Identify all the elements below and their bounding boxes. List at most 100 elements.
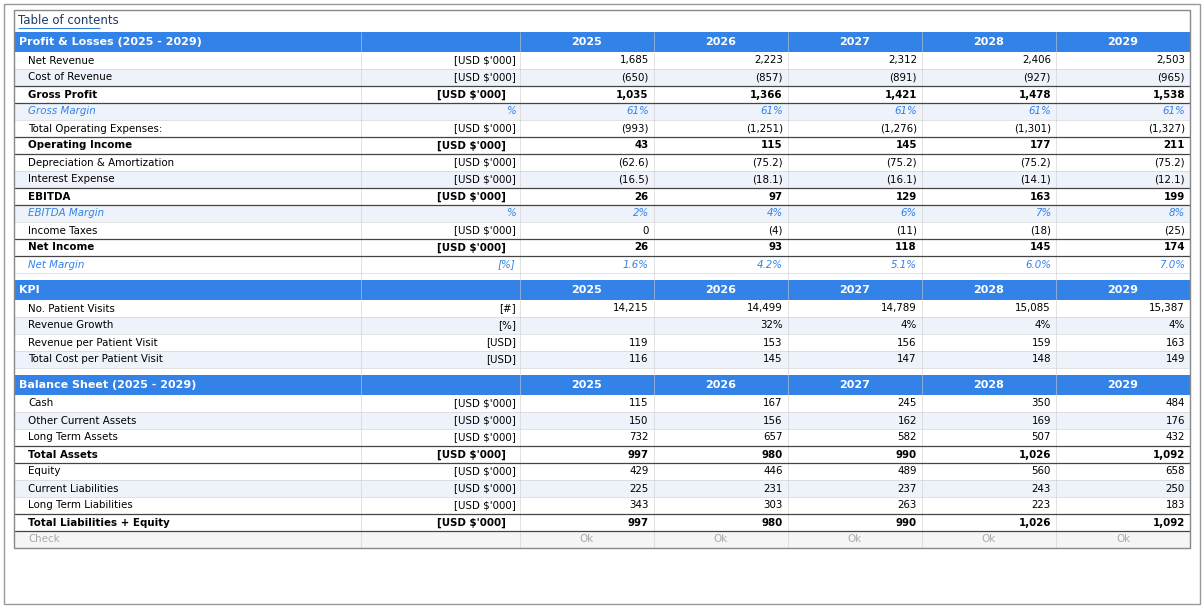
Text: 199: 199 [1164, 192, 1185, 201]
Text: [USD $'000]: [USD $'000] [437, 449, 506, 460]
Text: 2,406: 2,406 [1022, 55, 1051, 66]
Text: 4%: 4% [1169, 320, 1185, 331]
Text: 2028: 2028 [974, 285, 1004, 295]
Text: [USD $'000]: [USD $'000] [454, 466, 515, 477]
Text: Net Margin: Net Margin [28, 260, 84, 269]
Text: 61%: 61% [1162, 106, 1185, 117]
Text: [USD $'000]: [USD $'000] [437, 517, 506, 528]
Text: [USD $'000]: [USD $'000] [437, 243, 506, 253]
Bar [14, 531, 1190, 548]
Text: 990: 990 [896, 449, 917, 460]
Bar [14, 69, 1190, 86]
Text: Ok: Ok [848, 534, 862, 545]
Text: 97: 97 [768, 192, 783, 201]
Text: Total Cost per Patient Visit: Total Cost per Patient Visit [28, 354, 163, 365]
Text: 163: 163 [1029, 192, 1051, 201]
Text: (18): (18) [1029, 226, 1051, 235]
Text: 980: 980 [762, 517, 783, 528]
Text: 2026: 2026 [706, 37, 737, 47]
Text: 2%: 2% [632, 209, 649, 218]
Text: (14.1): (14.1) [1020, 174, 1051, 184]
Text: [USD]: [USD] [485, 354, 515, 365]
Text: 156: 156 [763, 415, 783, 426]
Text: Net Revenue: Net Revenue [28, 55, 94, 66]
Bar [14, 222, 1190, 239]
Text: Other Current Assets: Other Current Assets [28, 415, 136, 426]
Text: (75.2): (75.2) [886, 157, 917, 167]
Bar [14, 463, 1190, 480]
Text: Ok: Ok [579, 534, 594, 545]
Text: 4.2%: 4.2% [757, 260, 783, 269]
Text: (1,327): (1,327) [1147, 123, 1185, 134]
Text: Long Term Liabilities: Long Term Liabilities [28, 500, 132, 511]
Text: Balance Sheet (2025 - 2029): Balance Sheet (2025 - 2029) [19, 380, 196, 390]
Text: 1,092: 1,092 [1152, 517, 1185, 528]
Text: (965): (965) [1157, 72, 1185, 83]
Text: 26: 26 [635, 243, 649, 252]
Text: [USD $'000]: [USD $'000] [454, 72, 515, 83]
Text: [USD $'000]: [USD $'000] [437, 140, 506, 151]
Text: 658: 658 [1165, 466, 1185, 477]
Text: 1,685: 1,685 [620, 55, 649, 66]
Text: 6.0%: 6.0% [1025, 260, 1051, 269]
Text: Gross Profit: Gross Profit [28, 89, 98, 100]
Bar [14, 52, 1190, 69]
Text: Total Liabilities + Equity: Total Liabilities + Equity [28, 517, 170, 528]
Text: 61%: 61% [1028, 106, 1051, 117]
Text: Total Operating Expenses:: Total Operating Expenses: [28, 123, 163, 134]
Text: Revenue Growth: Revenue Growth [28, 320, 113, 331]
Text: 43: 43 [635, 140, 649, 151]
Text: 2027: 2027 [839, 380, 870, 390]
Text: 2025: 2025 [572, 37, 602, 47]
Text: 225: 225 [630, 483, 649, 494]
Text: 150: 150 [630, 415, 649, 426]
Text: EBITDA Margin: EBITDA Margin [28, 209, 104, 218]
Bar [14, 256, 1190, 273]
Bar [14, 514, 1190, 531]
Text: 231: 231 [763, 483, 783, 494]
Text: [%]: [%] [497, 320, 515, 331]
Text: (12.1): (12.1) [1155, 174, 1185, 184]
Text: [#]: [#] [498, 303, 515, 314]
Text: 1,026: 1,026 [1019, 517, 1051, 528]
Text: 1,092: 1,092 [1152, 449, 1185, 460]
Text: 15,085: 15,085 [1015, 303, 1051, 314]
Text: 2029: 2029 [1108, 380, 1139, 390]
Text: 159: 159 [1032, 337, 1051, 348]
Text: (16.5): (16.5) [618, 174, 649, 184]
Text: [USD $'000]: [USD $'000] [454, 483, 515, 494]
Text: 61%: 61% [760, 106, 783, 117]
Text: 2026: 2026 [706, 285, 737, 295]
Text: 990: 990 [896, 517, 917, 528]
Text: (75.2): (75.2) [1155, 157, 1185, 167]
Text: 153: 153 [763, 337, 783, 348]
Text: 1,478: 1,478 [1019, 89, 1051, 100]
Text: 243: 243 [1032, 483, 1051, 494]
Bar [14, 273, 1190, 280]
Bar [14, 351, 1190, 368]
Text: (16.1): (16.1) [886, 174, 917, 184]
Text: [%]: [%] [498, 260, 515, 269]
Text: (891): (891) [890, 72, 917, 83]
Text: 8%: 8% [1169, 209, 1185, 218]
Text: KPI: KPI [19, 285, 40, 295]
Text: Long Term Assets: Long Term Assets [28, 432, 118, 443]
Bar [14, 205, 1190, 222]
Text: (1,301): (1,301) [1014, 123, 1051, 134]
Text: 147: 147 [897, 354, 917, 365]
Text: 61%: 61% [895, 106, 917, 117]
Text: 1,538: 1,538 [1152, 89, 1185, 100]
Text: [USD $'000]: [USD $'000] [437, 192, 506, 202]
Text: 657: 657 [763, 432, 783, 443]
Text: 350: 350 [1032, 398, 1051, 409]
Text: 149: 149 [1165, 354, 1185, 365]
Text: Interest Expense: Interest Expense [28, 174, 114, 184]
Text: 93: 93 [768, 243, 783, 252]
Text: 2028: 2028 [974, 37, 1004, 47]
Text: 118: 118 [896, 243, 917, 252]
Text: 129: 129 [896, 192, 917, 201]
Text: 2,223: 2,223 [754, 55, 783, 66]
Text: 2029: 2029 [1108, 37, 1139, 47]
Text: 250: 250 [1165, 483, 1185, 494]
Text: 343: 343 [630, 500, 649, 511]
